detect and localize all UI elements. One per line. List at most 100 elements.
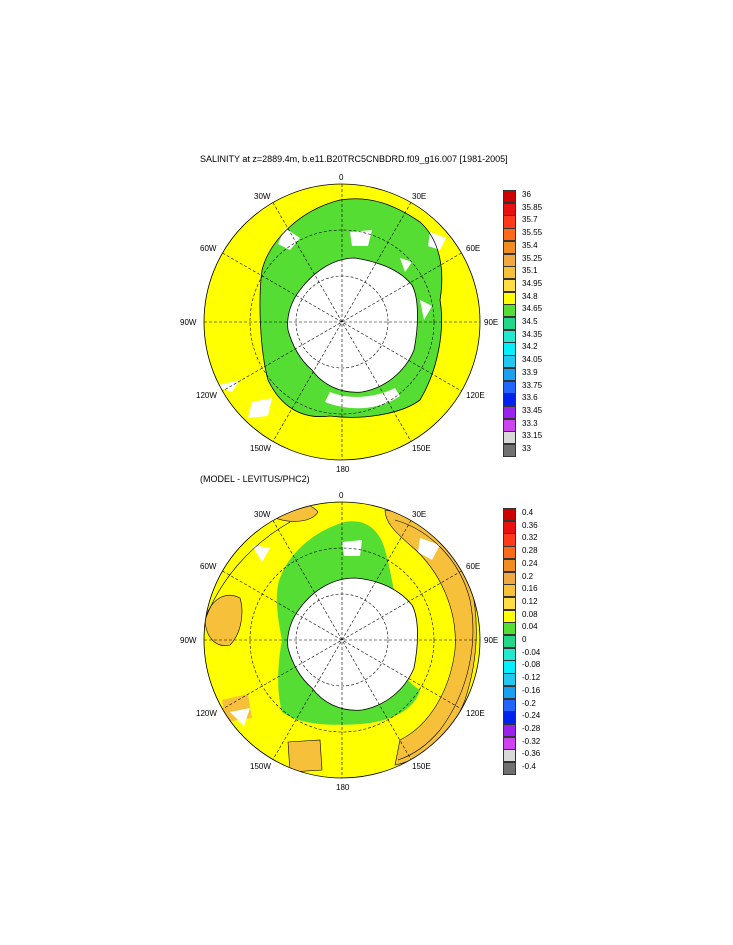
colorbar-level-label: 35.1 xyxy=(522,266,538,276)
colorbar-level-label: 0.32 xyxy=(522,533,538,543)
colorbar-level-label: 34.95 xyxy=(522,278,543,288)
colorbar-level-label: 33.6 xyxy=(522,393,538,403)
colorbar-swatch xyxy=(503,291,516,305)
colorbar-level-label: -0.4 xyxy=(522,762,536,771)
colorbar-level-label: -0.16 xyxy=(522,685,541,695)
colorbar-level-label: 36 xyxy=(522,190,531,199)
warm-anomaly-west xyxy=(204,594,243,646)
colorbar-level-label: 0.4 xyxy=(522,508,534,517)
colorbar-level-label: -0.08 xyxy=(522,660,541,670)
lon-label: 90W xyxy=(180,318,197,327)
colorbar-swatch xyxy=(503,418,516,432)
colorbar-level-label: 33.15 xyxy=(522,431,543,441)
lon-label: 120E xyxy=(466,709,485,718)
colorbar-swatch xyxy=(503,546,516,560)
colorbar-swatch xyxy=(503,304,516,318)
lon-label: 30W xyxy=(254,510,271,519)
colorbar-swatch xyxy=(503,647,516,661)
colorbar-swatch xyxy=(503,711,516,725)
colorbar-swatch xyxy=(503,431,516,445)
colorbar-swatch xyxy=(503,673,516,687)
colorbar-swatch xyxy=(503,635,516,649)
colorbar-swatch xyxy=(503,329,516,343)
lon-label: 120W xyxy=(196,709,217,718)
colorbar-swatch xyxy=(503,444,516,458)
colorbar-level-label: -0.12 xyxy=(522,673,541,683)
colorbar-level-label: 35.55 xyxy=(522,228,543,238)
colorbar-swatch xyxy=(503,380,516,394)
colorbar-swatch xyxy=(503,240,516,254)
colorbar-1: 36 35.85 35.7 35.55 35.4 35.25 35.1 34.95 34.8 34… xyxy=(503,190,563,460)
colorbar-swatch xyxy=(503,342,516,356)
colorbar-level-label: 0.08 xyxy=(522,609,538,619)
colorbar-level-label: 33.45 xyxy=(522,405,543,415)
colorbar-level-label: 35.25 xyxy=(522,253,543,263)
map-panel-2 xyxy=(203,501,481,779)
colorbar-swatch xyxy=(503,266,516,280)
colorbar-level-label: 35.85 xyxy=(522,202,543,212)
colorbar-level-label: 33.75 xyxy=(522,380,543,390)
lon-label: 120W xyxy=(196,391,217,400)
colorbar-level-label: 0.04 xyxy=(522,622,538,632)
lon-label: 180 xyxy=(336,465,350,474)
colorbar-level-label: -0.32 xyxy=(522,736,541,746)
colorbar-level-label: -0.2 xyxy=(522,698,536,708)
colorbar-swatch xyxy=(503,278,516,293)
colorbar-level-label: 0.12 xyxy=(522,596,538,606)
colorbar-swatch xyxy=(503,508,516,522)
colorbar-level-label: 33.9 xyxy=(522,367,538,377)
lon-label: 180 xyxy=(336,783,350,792)
colorbar-swatch xyxy=(503,228,516,242)
colorbar-swatch xyxy=(503,622,516,636)
lon-label: 60E xyxy=(466,562,480,571)
colorbar-swatch xyxy=(503,736,516,750)
colorbar-level-label: 0.36 xyxy=(522,520,538,530)
colorbar-swatch xyxy=(503,190,516,204)
colorbar-swatch xyxy=(503,685,516,699)
colorbar-swatch xyxy=(503,253,516,267)
colorbar-2: 0.4 0.36 0.32 0.28 0.24 0.2 0.16 0.12 0.08 0.04 0 -… xyxy=(503,508,563,778)
colorbar-swatch xyxy=(503,723,516,738)
colorbar-level-label: 34.5 xyxy=(522,317,538,326)
lon-label: 0 xyxy=(339,173,344,182)
lon-label: 0 xyxy=(339,491,344,500)
lon-labels-2: 0 30E 60E 90E 120E 150E 180 150W 120W 90… xyxy=(180,491,498,792)
colorbar-level-label: 33.3 xyxy=(522,418,538,428)
colorbar-swatch xyxy=(503,749,516,763)
colorbar-swatch xyxy=(503,762,516,776)
antarctica-2 xyxy=(287,577,418,711)
lon-label: 60W xyxy=(200,244,217,253)
lon-label: 150E xyxy=(412,444,431,453)
lon-label: 150W xyxy=(250,762,271,771)
lon-labels-1: 0 30E 60E 90E 120E 150E 180 150W 120W 90… xyxy=(180,173,498,474)
lon-label: 30E xyxy=(412,192,426,201)
colorbar-swatch xyxy=(503,660,516,674)
colorbar-level-label: -0.04 xyxy=(522,647,541,657)
colorbar-level-label: -0.24 xyxy=(522,711,541,721)
antarctica-1 xyxy=(287,257,418,393)
lon-label: 150E xyxy=(412,762,431,771)
lon-label: 60E xyxy=(466,244,480,253)
colorbar-swatch xyxy=(503,215,516,229)
colorbar-swatch xyxy=(503,558,516,572)
colorbar-swatch xyxy=(503,367,516,381)
lon-label: 120E xyxy=(466,391,485,400)
colorbar-level-label: 0 xyxy=(522,635,527,644)
colorbar-level-label: 0.28 xyxy=(522,546,538,556)
colorbar-swatch xyxy=(503,596,516,611)
colorbar-level-label: 34.05 xyxy=(522,355,543,365)
colorbar-level-label: 33 xyxy=(522,444,531,453)
lon-label: 90E xyxy=(484,636,498,645)
colorbar-level-label: -0.28 xyxy=(522,723,541,733)
colorbar-swatch xyxy=(503,609,516,623)
colorbar-swatch xyxy=(503,393,516,407)
colorbar-level-label: 35.7 xyxy=(522,215,538,225)
colorbar-level-label: 34.35 xyxy=(522,329,543,339)
colorbar-level-label: -0.36 xyxy=(522,749,541,759)
colorbar-level-label: 0.16 xyxy=(522,584,538,594)
panel-2-title: (MODEL - LEVITUS/PHC2) xyxy=(200,474,310,484)
colorbar-level-label: 35.4 xyxy=(522,240,538,250)
colorbar-level-label: 34.2 xyxy=(522,342,538,352)
map-panel-1 xyxy=(203,183,481,461)
